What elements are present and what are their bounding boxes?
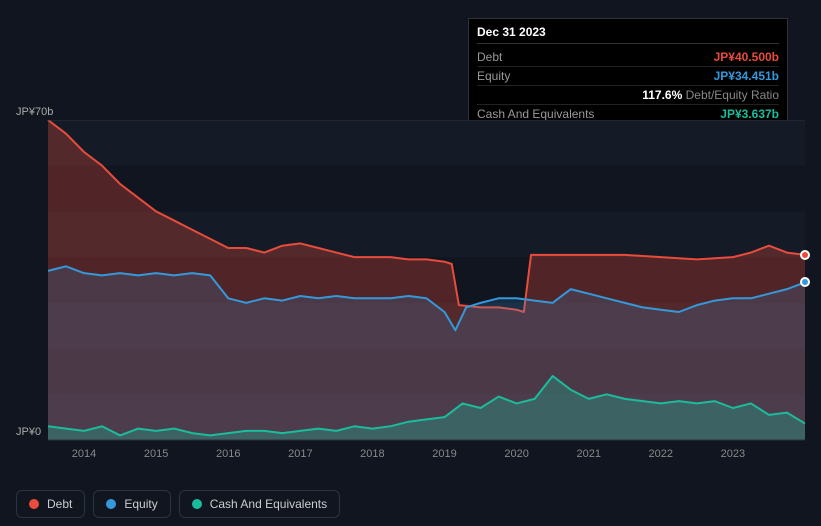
x-axis-label: 2018 bbox=[360, 448, 384, 460]
x-axis-label: 2021 bbox=[576, 448, 600, 460]
x-axis-label: 2023 bbox=[721, 448, 745, 460]
tooltip-value-ratio: 117.6% Debt/Equity Ratio bbox=[642, 88, 779, 102]
debt-end-marker bbox=[800, 250, 810, 260]
tooltip-label-debt: Debt bbox=[477, 50, 502, 64]
legend-item-debt[interactable]: Debt bbox=[16, 490, 85, 518]
cash-color-dot bbox=[192, 499, 202, 509]
tooltip-value-cash: JP¥3.637b bbox=[720, 107, 779, 121]
debt-color-dot bbox=[29, 499, 39, 509]
x-axis-label: 2017 bbox=[288, 448, 312, 460]
tooltip-date: Dec 31 2023 bbox=[477, 25, 779, 44]
equity-color-dot bbox=[106, 499, 116, 509]
chart-tooltip: Dec 31 2023 Debt JP¥40.500b Equity JP¥34… bbox=[468, 18, 788, 130]
tooltip-value-debt: JP¥40.500b bbox=[714, 50, 779, 64]
tooltip-row-equity: Equity JP¥34.451b bbox=[477, 67, 779, 86]
chart-legend: Debt Equity Cash And Equivalents bbox=[16, 490, 340, 518]
y-axis-label: JP¥0 bbox=[16, 426, 41, 438]
x-axis-label: 2019 bbox=[432, 448, 456, 460]
y-axis-label: JP¥70b bbox=[16, 106, 53, 118]
x-axis-label: 2015 bbox=[144, 448, 168, 460]
x-axis-label: 2016 bbox=[216, 448, 240, 460]
x-axis-label: 2022 bbox=[649, 448, 673, 460]
legend-item-cash[interactable]: Cash And Equivalents bbox=[179, 490, 340, 518]
area-chart[interactable] bbox=[16, 120, 805, 480]
tooltip-row-ratio: 117.6% Debt/Equity Ratio bbox=[477, 86, 779, 105]
equity-end-marker bbox=[800, 277, 810, 287]
legend-label: Equity bbox=[124, 497, 157, 511]
x-axis-label: 2014 bbox=[72, 448, 96, 460]
tooltip-row-debt: Debt JP¥40.500b bbox=[477, 48, 779, 67]
tooltip-label-equity: Equity bbox=[477, 69, 510, 83]
x-axis-label: 2020 bbox=[504, 448, 528, 460]
tooltip-label-cash: Cash And Equivalents bbox=[477, 107, 594, 121]
legend-label: Cash And Equivalents bbox=[210, 497, 327, 511]
tooltip-value-equity: JP¥34.451b bbox=[714, 69, 779, 83]
legend-item-equity[interactable]: Equity bbox=[93, 490, 170, 518]
legend-label: Debt bbox=[47, 497, 72, 511]
chart-container: JP¥70bJP¥0 20142015201620172018201920202… bbox=[16, 120, 805, 510]
